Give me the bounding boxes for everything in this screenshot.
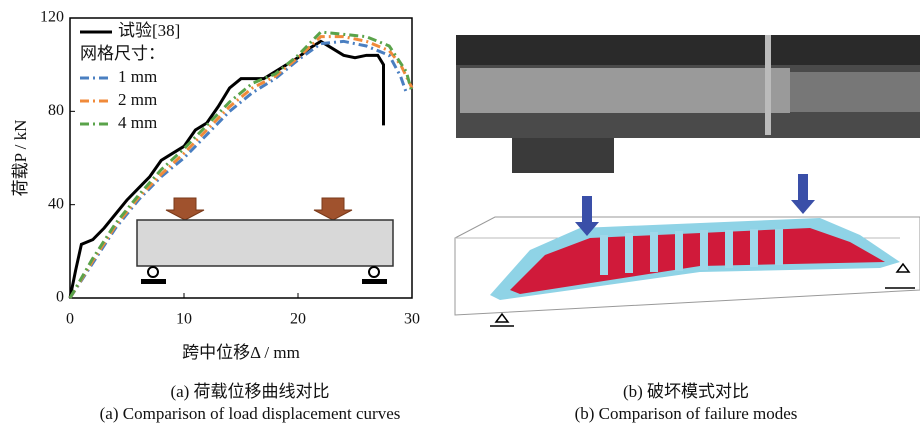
caption: (a) 荷载位移曲线对比 <box>170 382 329 401</box>
legend-label: 2 mm <box>118 90 157 109</box>
y-tick-label: 0 <box>56 289 64 306</box>
legend-label: 4 mm <box>118 113 157 132</box>
failure-mode-images <box>454 35 920 327</box>
caption: (a) Comparison of load displacement curv… <box>100 404 401 423</box>
beam-diagram <box>136 197 394 284</box>
legend-label: 试验[38] <box>118 21 180 40</box>
y-tick-label: 120 <box>40 9 64 26</box>
x-tick-label: 20 <box>290 311 306 328</box>
legend-label: 1 mm <box>118 67 157 86</box>
x-tick-label: 0 <box>66 311 74 328</box>
plot-frame <box>69 17 413 299</box>
x-tick-label: 10 <box>176 311 192 328</box>
x-axis-label: 跨中位移Δ / mm <box>182 343 300 362</box>
x-tick-label: 30 <box>404 311 420 328</box>
series-line <box>68 39 385 299</box>
y-axis-label: 荷载P / kN <box>11 120 30 197</box>
caption: (b) 破坏模式对比 <box>623 382 749 401</box>
caption: (b) Comparison of failure modes <box>575 404 798 423</box>
legend-title: 网格尺寸： <box>80 44 165 63</box>
y-tick-label: 40 <box>48 195 64 212</box>
y-tick-label: 80 <box>48 102 64 119</box>
series-line <box>68 30 414 299</box>
